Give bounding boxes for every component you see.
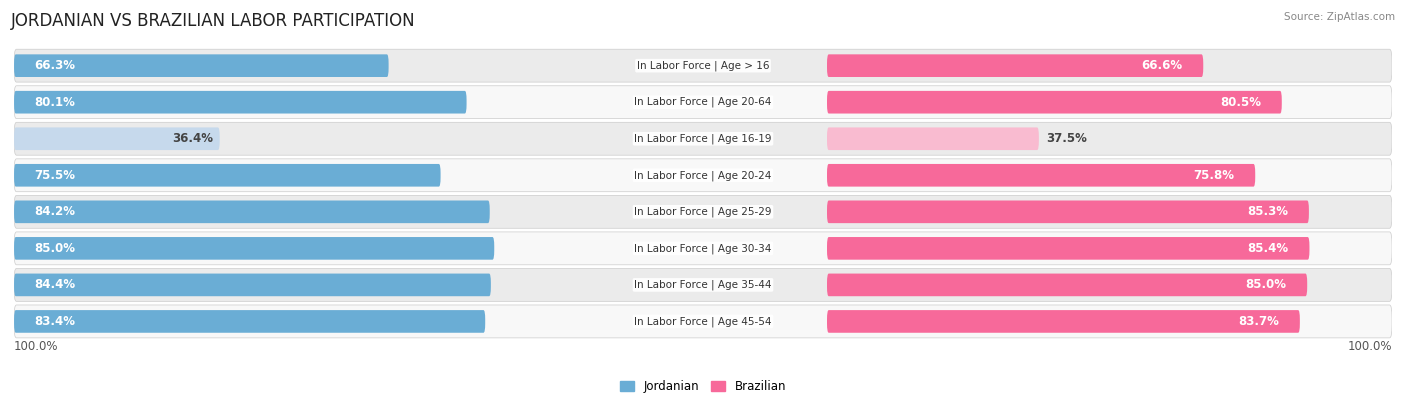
FancyBboxPatch shape <box>827 128 1039 150</box>
FancyBboxPatch shape <box>14 310 485 333</box>
FancyBboxPatch shape <box>14 232 1392 265</box>
Text: In Labor Force | Age 16-19: In Labor Force | Age 16-19 <box>634 134 772 144</box>
Text: 84.2%: 84.2% <box>35 205 76 218</box>
FancyBboxPatch shape <box>14 274 491 296</box>
Text: 100.0%: 100.0% <box>14 340 59 353</box>
FancyBboxPatch shape <box>827 274 1308 296</box>
FancyBboxPatch shape <box>14 49 1392 82</box>
Text: 80.1%: 80.1% <box>35 96 76 109</box>
FancyBboxPatch shape <box>827 237 1309 260</box>
FancyBboxPatch shape <box>14 86 1392 118</box>
FancyBboxPatch shape <box>827 164 1256 186</box>
FancyBboxPatch shape <box>827 201 1309 223</box>
FancyBboxPatch shape <box>14 196 1392 228</box>
Text: 75.8%: 75.8% <box>1194 169 1234 182</box>
FancyBboxPatch shape <box>827 55 1204 77</box>
FancyBboxPatch shape <box>14 237 495 260</box>
FancyBboxPatch shape <box>14 55 388 77</box>
FancyBboxPatch shape <box>14 201 489 223</box>
Text: 80.5%: 80.5% <box>1220 96 1261 109</box>
Text: 83.7%: 83.7% <box>1239 315 1279 328</box>
FancyBboxPatch shape <box>14 269 1392 301</box>
Text: 83.4%: 83.4% <box>35 315 76 328</box>
Text: In Labor Force | Age 25-29: In Labor Force | Age 25-29 <box>634 207 772 217</box>
Text: 85.4%: 85.4% <box>1247 242 1289 255</box>
FancyBboxPatch shape <box>14 159 1392 192</box>
Text: 75.5%: 75.5% <box>35 169 76 182</box>
Text: 85.0%: 85.0% <box>1246 278 1286 292</box>
FancyBboxPatch shape <box>14 305 1392 338</box>
Text: In Labor Force | Age > 16: In Labor Force | Age > 16 <box>637 60 769 71</box>
FancyBboxPatch shape <box>14 122 1392 155</box>
Text: 36.4%: 36.4% <box>172 132 212 145</box>
Text: In Labor Force | Age 20-64: In Labor Force | Age 20-64 <box>634 97 772 107</box>
FancyBboxPatch shape <box>14 91 467 113</box>
FancyBboxPatch shape <box>14 164 440 186</box>
Text: In Labor Force | Age 30-34: In Labor Force | Age 30-34 <box>634 243 772 254</box>
Text: In Labor Force | Age 20-24: In Labor Force | Age 20-24 <box>634 170 772 181</box>
Text: 66.6%: 66.6% <box>1142 59 1182 72</box>
Text: 85.0%: 85.0% <box>35 242 76 255</box>
FancyBboxPatch shape <box>827 310 1301 333</box>
Text: Source: ZipAtlas.com: Source: ZipAtlas.com <box>1284 12 1395 22</box>
Text: 66.3%: 66.3% <box>35 59 76 72</box>
Text: In Labor Force | Age 35-44: In Labor Force | Age 35-44 <box>634 280 772 290</box>
Text: 84.4%: 84.4% <box>35 278 76 292</box>
Text: JORDANIAN VS BRAZILIAN LABOR PARTICIPATION: JORDANIAN VS BRAZILIAN LABOR PARTICIPATI… <box>11 12 416 30</box>
Text: 85.3%: 85.3% <box>1247 205 1288 218</box>
FancyBboxPatch shape <box>827 91 1282 113</box>
Legend: Jordanian, Brazilian: Jordanian, Brazilian <box>616 376 790 395</box>
Text: 100.0%: 100.0% <box>1347 340 1392 353</box>
Text: 37.5%: 37.5% <box>1046 132 1087 145</box>
FancyBboxPatch shape <box>14 128 219 150</box>
Text: In Labor Force | Age 45-54: In Labor Force | Age 45-54 <box>634 316 772 327</box>
